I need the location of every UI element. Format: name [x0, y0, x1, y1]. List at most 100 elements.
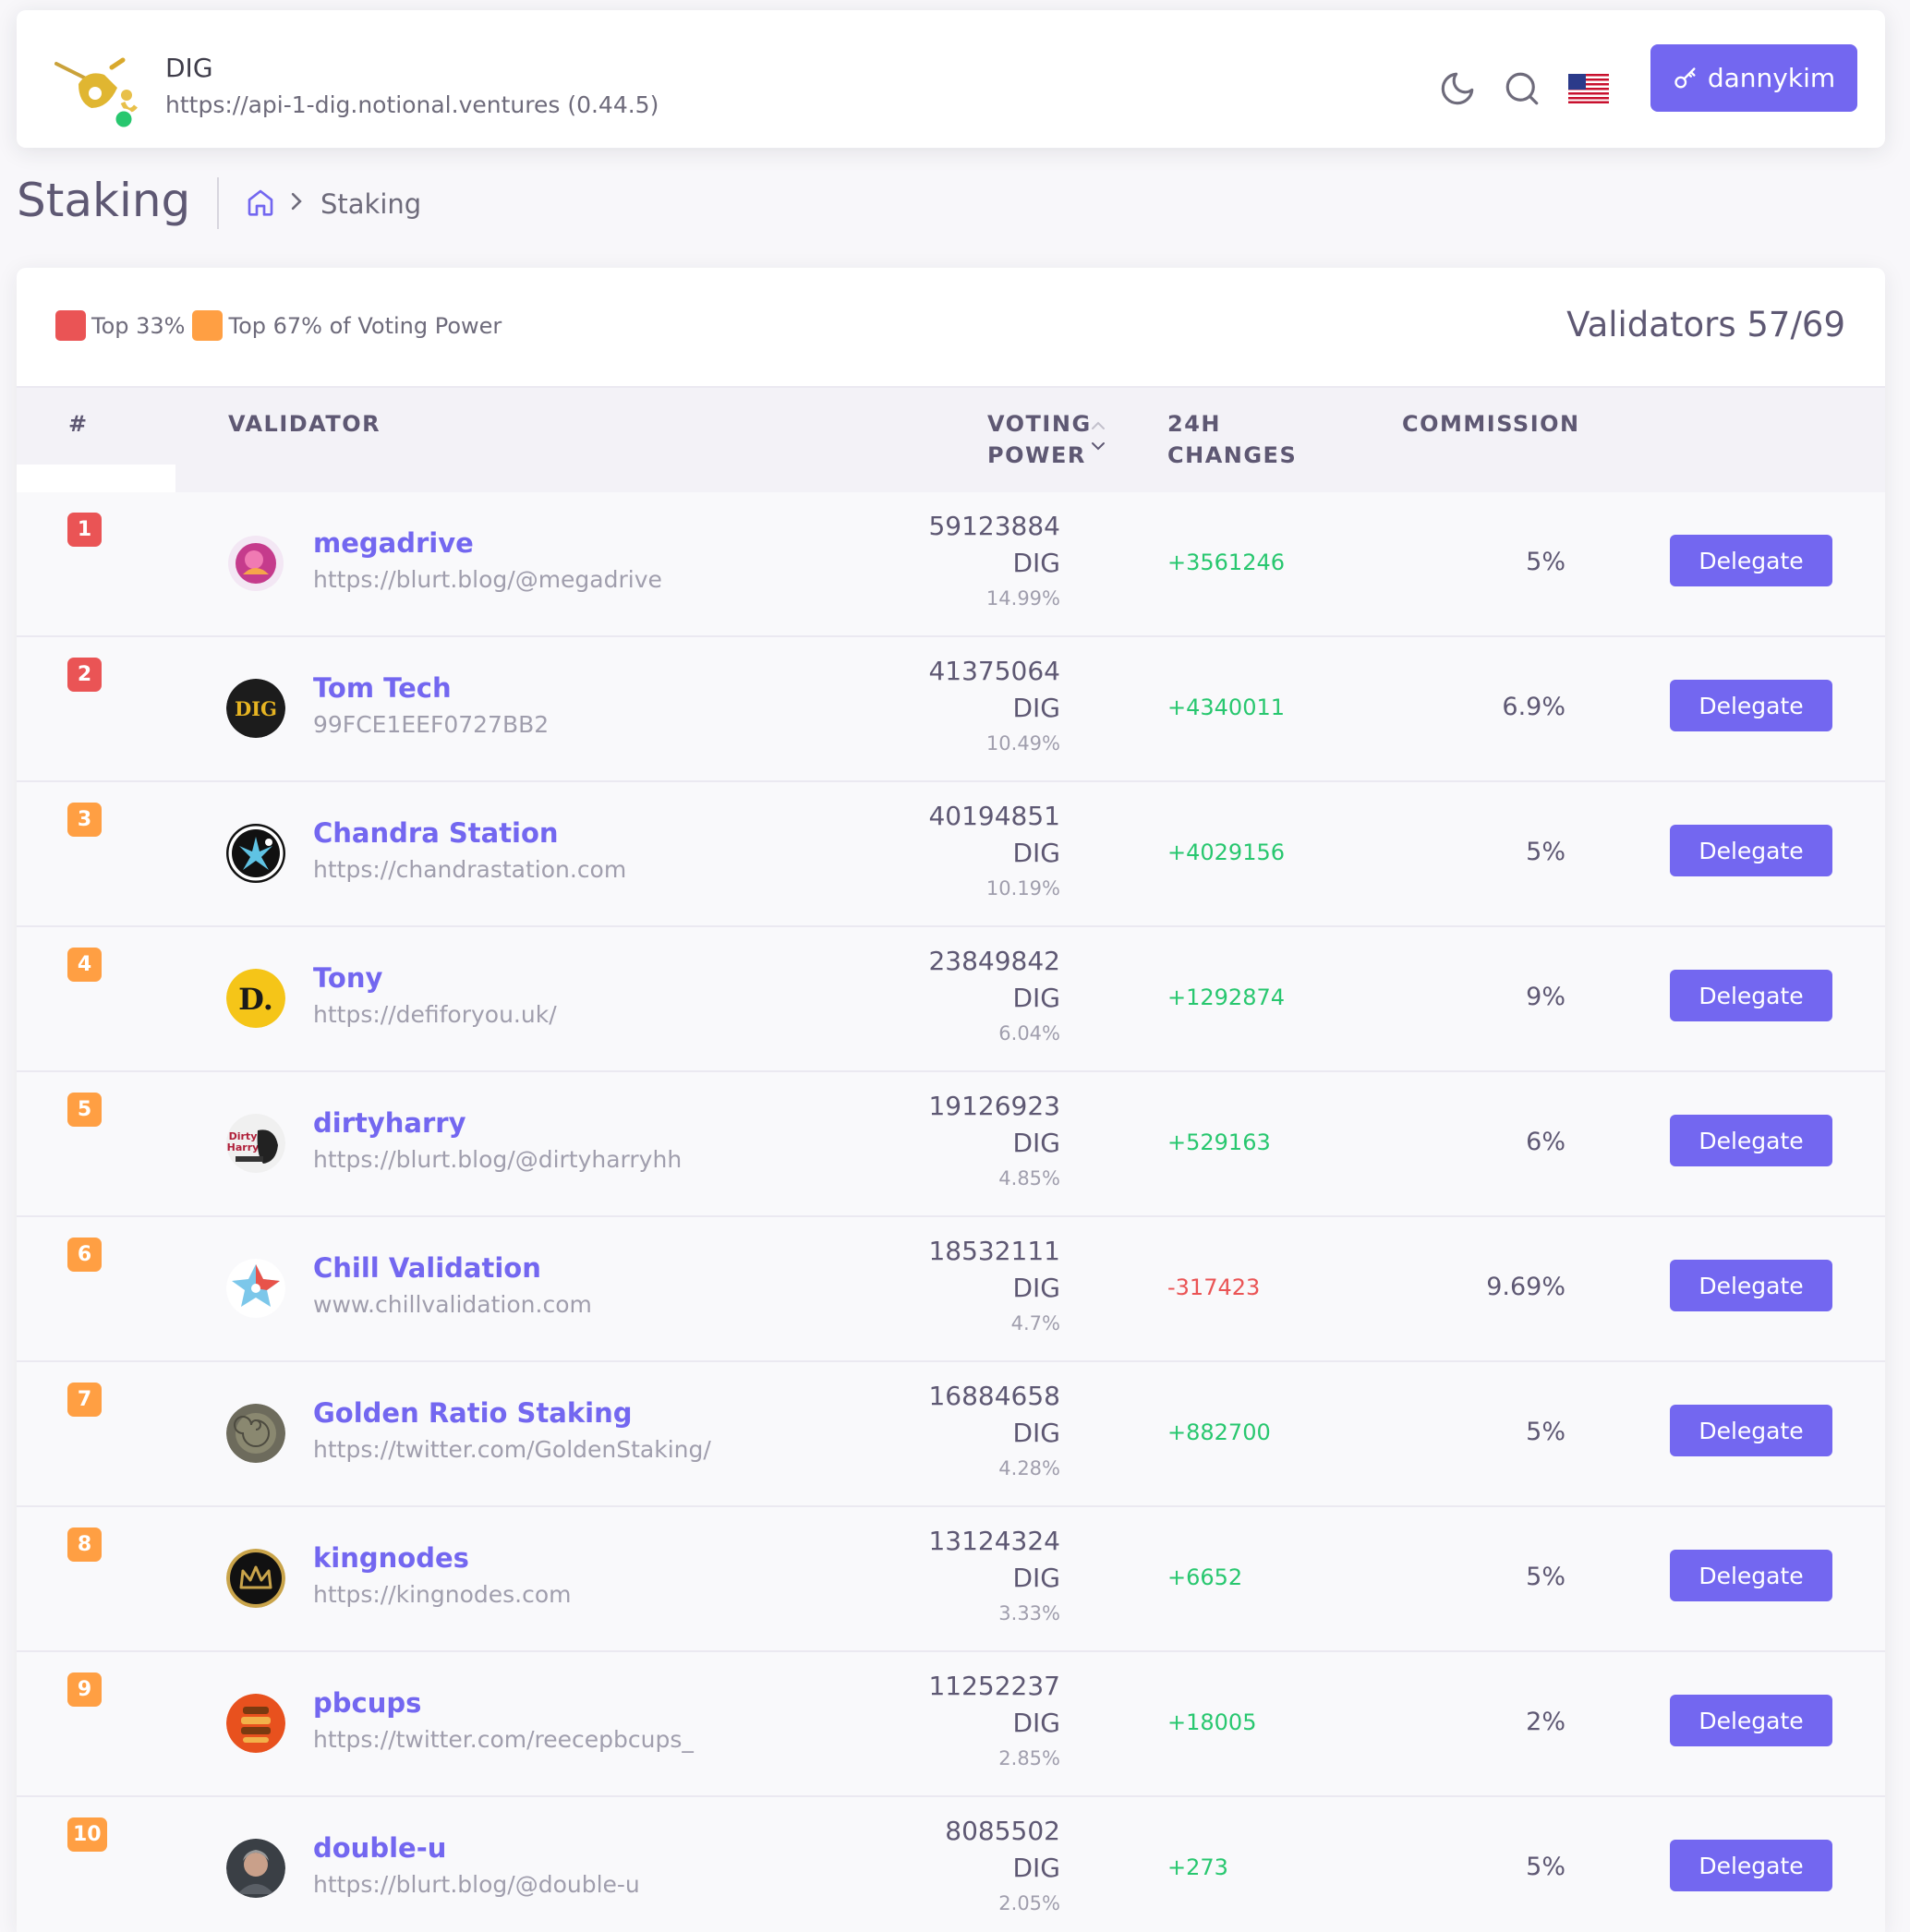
voting-power-amount: 59123884 [928, 511, 1060, 541]
delegate-button[interactable]: Delegate [1670, 535, 1832, 586]
header-voting-power-line2: POWER [987, 442, 1086, 468]
delegate-button[interactable]: Delegate [1670, 1550, 1832, 1601]
validator-name[interactable]: pbcups [313, 1687, 422, 1719]
header-rank[interactable]: # [68, 411, 89, 437]
validator-website: www.chillvalidation.com [313, 1291, 592, 1318]
24h-change: +3561246 [1167, 549, 1285, 575]
key-icon [1674, 66, 1696, 89]
commission-rate: 9.69% [1486, 1273, 1565, 1301]
table-row: 4 D. Tony https://defiforyou.uk/ 2384984… [17, 927, 1885, 1072]
validator-website: https://chandrastation.com [313, 856, 627, 883]
moon-icon[interactable] [1438, 69, 1477, 108]
validator-name[interactable]: dirtyharry [313, 1107, 466, 1139]
commission-rate: 9% [1526, 983, 1565, 1011]
table-row: 2 DIG Tom Tech 99FCE1EEF0727BB2 41375064… [17, 637, 1885, 782]
validator-website: https://twitter.com/GoldenStaking/ [313, 1436, 711, 1463]
voting-power-legend: Top 33% Top 67% of Voting Power [55, 310, 502, 341]
api-endpoint: https://api-1-dig.notional.ventures (0.4… [165, 91, 659, 118]
voting-power-denom: DIG [1012, 548, 1060, 578]
validator-name[interactable]: double-u [313, 1832, 447, 1864]
rank-badge: 2 [67, 658, 102, 692]
header-voting-power[interactable]: VOTING POWER [987, 408, 1092, 471]
24h-change: +529163 [1167, 1129, 1271, 1155]
validator-name[interactable]: Tony [313, 962, 383, 994]
legend-top67: Top 67% of Voting Power [228, 312, 502, 339]
validator-website: https://blurt.blog/@dirtyharryhh [313, 1146, 683, 1173]
us-flag-icon[interactable] [1568, 74, 1609, 103]
header-changes-line1: 24H [1167, 411, 1221, 437]
24h-change: +4029156 [1167, 839, 1285, 865]
validator-name[interactable]: Golden Ratio Staking [313, 1397, 633, 1429]
delegate-button[interactable]: Delegate [1670, 1695, 1832, 1746]
table-row: 9 pbcups https://twitter.com/reecepbcups… [17, 1652, 1885, 1797]
voting-power-denom: DIG [1012, 838, 1060, 868]
avatar-text-1: Dirty [229, 1130, 258, 1142]
delegate-button[interactable]: Delegate [1670, 1260, 1832, 1311]
validator-avatar: Dirty Harry [226, 1114, 285, 1173]
delegate-button[interactable]: Delegate [1670, 1840, 1832, 1891]
table-header: # VALIDATOR VOTING POWER 24H CHANGES COM… [17, 386, 1885, 494]
voting-power-denom: DIG [1012, 1273, 1060, 1303]
rank-badge: 4 [67, 948, 102, 982]
dig-logo-icon[interactable] [51, 47, 152, 130]
validators-card: Top 33% Top 67% of Voting Power Validato… [17, 268, 1885, 1932]
voting-power-amount: 40194851 [928, 801, 1060, 831]
validator-name[interactable]: kingnodes [313, 1542, 469, 1574]
wallet-label: dannykim [1707, 63, 1836, 93]
header-24h-changes[interactable]: 24H CHANGES [1167, 408, 1297, 471]
voting-power-amount: 19126923 [928, 1091, 1060, 1121]
commission-rate: 5% [1526, 838, 1565, 866]
delegate-button[interactable]: Delegate [1670, 970, 1832, 1021]
table-row: 7 Golden Ratio Staking https://twitter.c… [17, 1362, 1885, 1507]
voting-power-percent: 4.85% [998, 1167, 1060, 1189]
voting-power-denom: DIG [1012, 1418, 1060, 1448]
24h-change: +1292874 [1167, 984, 1285, 1010]
sort-icon[interactable] [1088, 414, 1108, 458]
validator-avatar [226, 1694, 285, 1753]
validator-name[interactable]: Tom Tech [313, 672, 452, 704]
voting-power-percent: 2.05% [998, 1892, 1060, 1914]
header-voting-power-line1: VOTING [987, 411, 1092, 437]
24h-change: -317423 [1167, 1274, 1261, 1300]
24h-change: +273 [1167, 1854, 1228, 1880]
avatar-text: DIG [235, 697, 277, 720]
header-commission[interactable]: COMMISSION [1402, 411, 1580, 437]
voting-power-denom: DIG [1012, 1563, 1060, 1593]
delegate-button[interactable]: Delegate [1670, 825, 1832, 876]
table-row: 10 double-u https://blurt.blog/@double-u… [17, 1797, 1885, 1932]
validator-name[interactable]: Chill Validation [313, 1252, 541, 1284]
voting-power-amount: 8085502 [945, 1816, 1060, 1846]
validator-name[interactable]: megadrive [313, 527, 474, 559]
validator-avatar: D. [226, 969, 285, 1028]
voting-power-percent: 10.49% [985, 732, 1060, 755]
validator-website: https://defiforyou.uk/ [313, 1001, 557, 1028]
voting-power-denom: DIG [1012, 693, 1060, 723]
legend-top33: Top 33% [91, 312, 186, 339]
voting-power-percent: 10.19% [985, 877, 1060, 900]
24h-change: +18005 [1167, 1709, 1257, 1735]
header-changes-line2: CHANGES [1167, 442, 1298, 468]
validators-count: Validators 57/69 [1566, 305, 1845, 344]
validator-name[interactable]: Chandra Station [313, 817, 559, 849]
rank-badge: 7 [67, 1383, 102, 1417]
validator-website: https://twitter.com/reecepbcups_ [313, 1726, 694, 1753]
validator-avatar [226, 1404, 285, 1463]
voting-power-denom: DIG [1012, 1708, 1060, 1738]
home-icon[interactable] [246, 187, 275, 217]
delegate-button[interactable]: Delegate [1670, 680, 1832, 731]
delegate-button[interactable]: Delegate [1670, 1115, 1832, 1166]
validator-avatar [226, 1259, 285, 1318]
voting-power-percent: 6.04% [998, 1022, 1060, 1044]
header-validator[interactable]: VALIDATOR [228, 411, 381, 437]
validator-website: https://kingnodes.com [313, 1581, 572, 1608]
commission-rate: 5% [1526, 1853, 1565, 1881]
voting-power-denom: DIG [1012, 1853, 1060, 1883]
delegate-button[interactable]: Delegate [1670, 1405, 1832, 1456]
page-title: Staking [17, 174, 191, 227]
top-navbar: DIG https://api-1-dig.notional.ventures … [17, 10, 1885, 148]
voting-power-denom: DIG [1012, 983, 1060, 1013]
search-icon[interactable] [1503, 69, 1541, 108]
wallet-button[interactable]: dannykim [1650, 44, 1857, 112]
chain-name: DIG [165, 53, 213, 83]
rank-badge: 1 [67, 513, 102, 547]
